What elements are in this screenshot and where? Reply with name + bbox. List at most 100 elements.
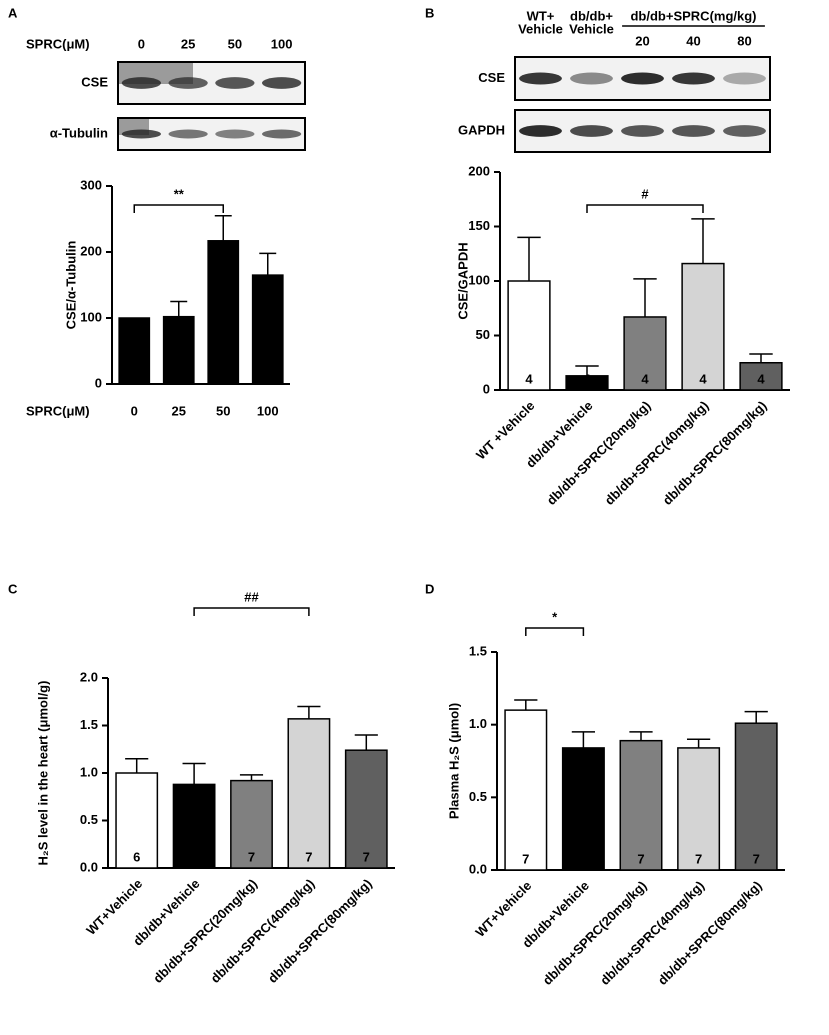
significance-label: ## (244, 589, 259, 604)
y-axis-label: Plasma H₂S (μmol) (446, 703, 461, 819)
panel-letter: B (425, 5, 434, 20)
y-tick-label: 0.5 (80, 812, 98, 827)
blot-lane-label: 80 (737, 33, 751, 48)
n-label: 4 (583, 371, 591, 386)
error-bar (686, 738, 711, 748)
y-tick-label: 0.5 (469, 789, 487, 804)
blot-lane-label: 50 (228, 36, 242, 51)
x-tick-label: db/db+SPRC(80mg/kg) (660, 398, 770, 508)
n-label: 4 (757, 371, 765, 386)
blot-band (261, 77, 302, 89)
blot-band (519, 125, 562, 137)
blot-band (519, 72, 562, 85)
error-bar (354, 734, 378, 751)
error-bar (514, 699, 538, 711)
blot-band (215, 77, 255, 89)
blot-lane-label: 100 (271, 36, 293, 51)
blot-band (570, 72, 613, 85)
n-label: 7 (305, 849, 312, 864)
error-bar (170, 300, 188, 317)
y-tick-label: 1.5 (80, 717, 98, 732)
bar (230, 779, 273, 869)
y-tick-label: 1.0 (469, 716, 487, 731)
significance-bracket (193, 607, 310, 616)
x-tick-label: db/db+SPRC(40mg/kg) (207, 876, 317, 986)
x-tick-label: 0 (131, 403, 138, 418)
error-bar (297, 705, 321, 719)
n-label: 7 (580, 851, 587, 866)
n-label: 7 (522, 851, 529, 866)
x-tick-label: db/db+SPRC(40mg/kg) (597, 878, 707, 988)
panel-letter: C (8, 581, 18, 596)
y-tick-label: 1.5 (469, 643, 487, 658)
bar (734, 722, 778, 871)
error-bar (749, 353, 773, 363)
bar (162, 315, 195, 385)
x-tick-label: 100 (257, 403, 279, 418)
significance-bracket (586, 204, 704, 213)
error-bar (575, 365, 599, 376)
x-tick-label: db/db+SPRC(80mg/kg) (655, 878, 765, 988)
y-tick-label: 0.0 (469, 861, 487, 876)
bar (115, 772, 159, 869)
y-tick-label: 0 (483, 381, 490, 396)
panel-letter: D (425, 581, 434, 596)
significance-label: * (552, 609, 558, 624)
bar (623, 316, 667, 391)
y-tick-label: 0.0 (80, 859, 98, 874)
blot-row-label: GAPDH (458, 122, 505, 137)
bar (118, 317, 151, 385)
n-label: 3 (131, 365, 138, 380)
blot-band (215, 129, 255, 139)
blot-band (121, 129, 162, 139)
bar (507, 280, 551, 391)
error-bar (214, 214, 232, 241)
y-tick-label: 0 (95, 375, 102, 390)
y-tick-label: 1.0 (80, 764, 98, 779)
bar (681, 262, 725, 391)
error-bar (125, 758, 149, 773)
n-label: 3 (264, 365, 271, 380)
error-bar (633, 278, 657, 317)
panel-letter: A (8, 5, 18, 20)
error-bar (571, 731, 596, 748)
blot-band (672, 72, 715, 85)
blot-lane-label: 0 (138, 36, 145, 51)
blot-row-label: CSE (81, 74, 108, 89)
n-label: 4 (641, 371, 649, 386)
n-label: 4 (525, 371, 533, 386)
n-label: 3 (220, 365, 227, 380)
y-axis-label: CSE/GAPDH (455, 242, 470, 319)
significance-label: # (641, 186, 649, 201)
n-label: 7 (695, 851, 702, 866)
blot-band (261, 129, 302, 139)
n-label: 5 (190, 849, 197, 864)
bar (172, 783, 216, 869)
y-tick-label: 200 (468, 163, 490, 178)
error-bar (629, 731, 653, 741)
blot-lane-label: db/db+ (570, 8, 613, 23)
blot-band (723, 72, 766, 85)
significance-label: ** (174, 186, 185, 201)
blot-group-label: db/db+SPRC(mg/kg) (630, 8, 756, 23)
blot-lane-label: 20 (635, 33, 649, 48)
blot-band (621, 125, 664, 137)
blot-band (168, 129, 208, 139)
error-bar (259, 252, 277, 276)
blot-lane-label: Vehicle (518, 21, 563, 36)
x-tick-label: db/db+SPRC(40mg/kg) (602, 398, 712, 508)
n-label: 6 (133, 849, 140, 864)
y-tick-label: 300 (80, 177, 102, 192)
blot-band (570, 125, 613, 137)
n-label: 7 (363, 849, 370, 864)
bar (739, 362, 783, 391)
x-tick-label: WT+Vehicle (83, 876, 145, 938)
x-tick-label: WT+Vehicle (472, 878, 534, 940)
n-label: 7 (753, 851, 760, 866)
y-tick-label: 100 (80, 309, 102, 324)
n-label: 7 (637, 851, 644, 866)
error-bar (182, 762, 206, 785)
y-axis-label: H₂S level in the heart (μmol/g) (35, 681, 50, 866)
y-axis-label: CSE/α-Tubulin (63, 241, 78, 330)
bar (619, 739, 663, 871)
